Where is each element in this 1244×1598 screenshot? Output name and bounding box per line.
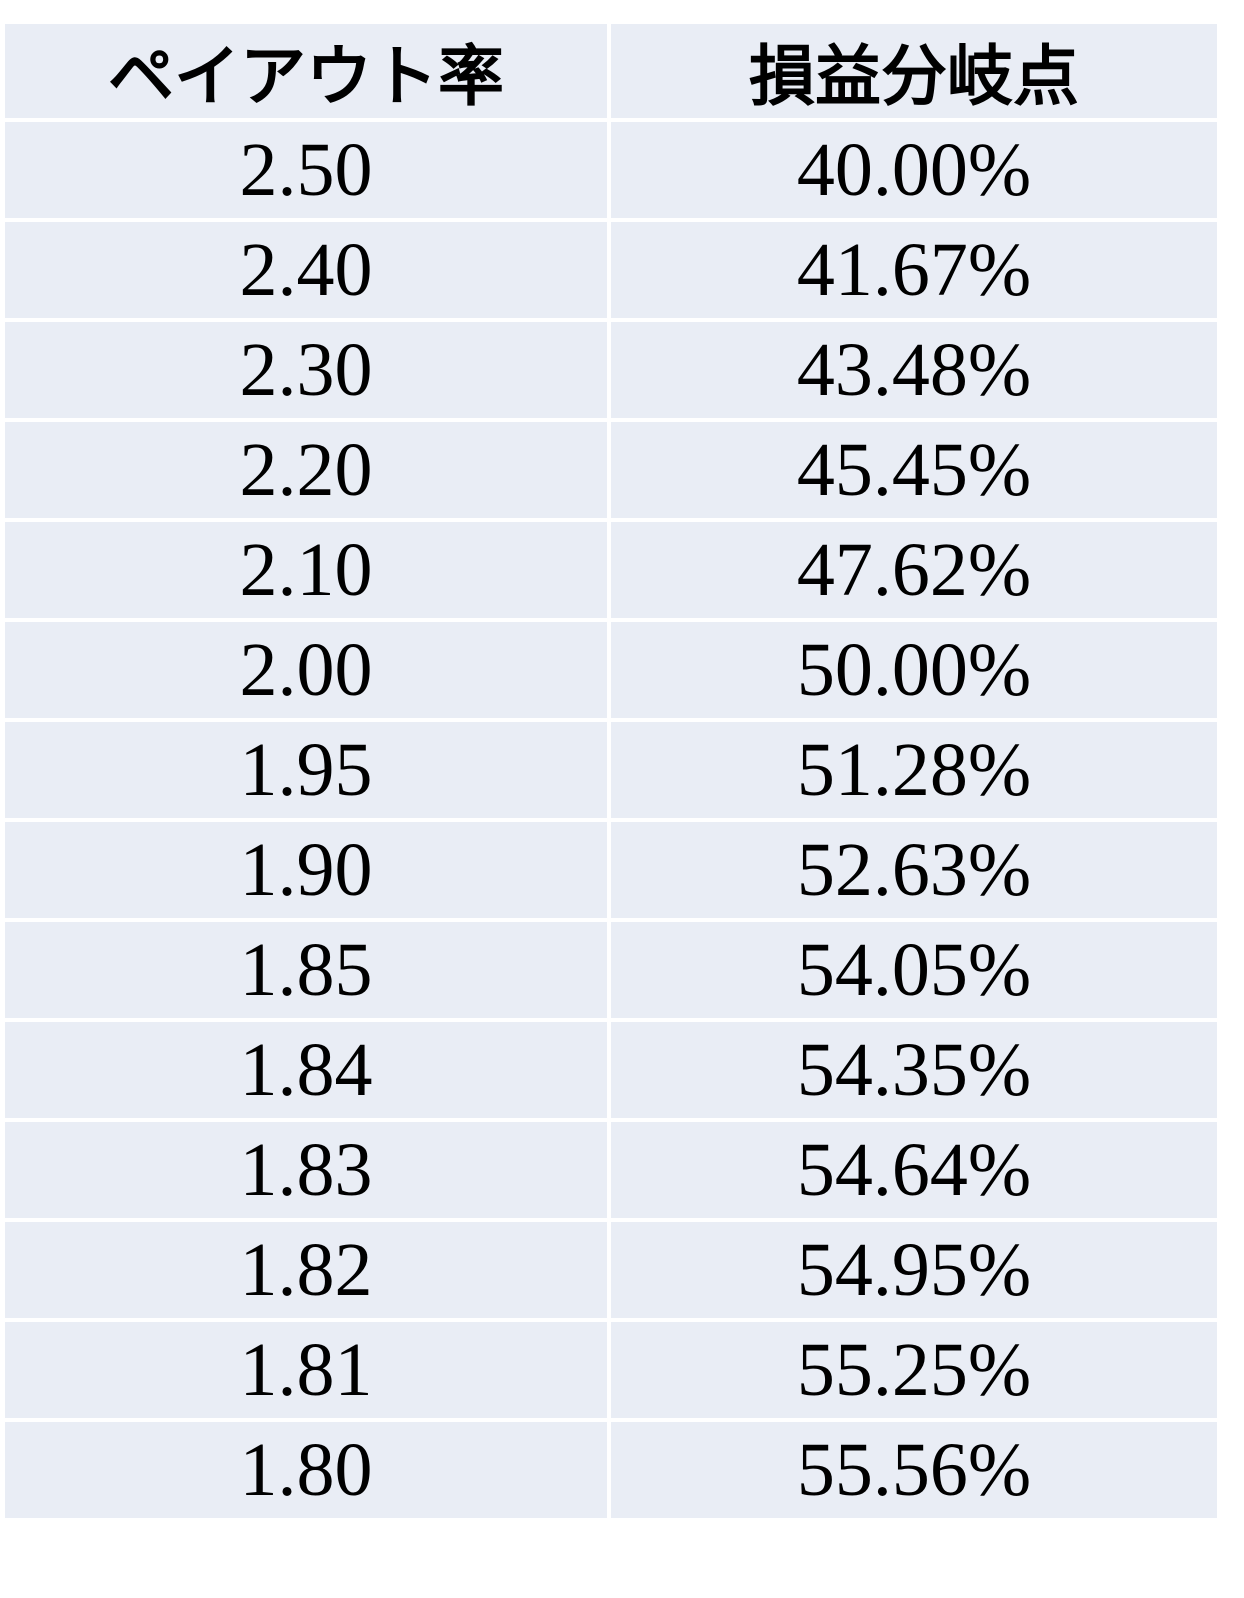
- table-cell: 51.28%: [611, 722, 1217, 818]
- table-cell: 40.00%: [611, 122, 1217, 218]
- table-cell: 2.50: [5, 122, 607, 218]
- header-cell: 損益分岐点: [611, 24, 1217, 118]
- table-cell: 1.82: [5, 1222, 607, 1318]
- table-cell: 2.00: [5, 622, 607, 718]
- table-cell: 2.40: [5, 222, 607, 318]
- table-cell: 1.85: [5, 922, 607, 1018]
- table-cell: 1.81: [5, 1322, 607, 1418]
- table-cell: 2.20: [5, 422, 607, 518]
- table-cell: 54.95%: [611, 1222, 1217, 1318]
- table-cell: 55.25%: [611, 1322, 1217, 1418]
- table: ペイアウト率 損益分岐点 2.50 40.00% 2.40 41.67% 2.30 43.48…: [5, 24, 1217, 1518]
- table-cell: 2.30: [5, 322, 607, 418]
- table-cell: 43.48%: [611, 322, 1217, 418]
- table-cell: 45.45%: [611, 422, 1217, 518]
- table-cell: 47.62%: [611, 522, 1217, 618]
- table-cell: 1.90: [5, 822, 607, 918]
- table-cell: 54.64%: [611, 1122, 1217, 1218]
- table-cell: 1.83: [5, 1122, 607, 1218]
- table-cell: 1.80: [5, 1422, 607, 1518]
- table-cell: 55.56%: [611, 1422, 1217, 1518]
- table-cell: 50.00%: [611, 622, 1217, 718]
- table-cell: 41.67%: [611, 222, 1217, 318]
- table-cell: 2.10: [5, 522, 607, 618]
- table-cell: 54.35%: [611, 1022, 1217, 1118]
- table-cell: 1.84: [5, 1022, 607, 1118]
- table-cell: 1.95: [5, 722, 607, 818]
- header-cell: ペイアウト率: [5, 24, 607, 118]
- table-cell: 52.63%: [611, 822, 1217, 918]
- table-cell: 54.05%: [611, 922, 1217, 1018]
